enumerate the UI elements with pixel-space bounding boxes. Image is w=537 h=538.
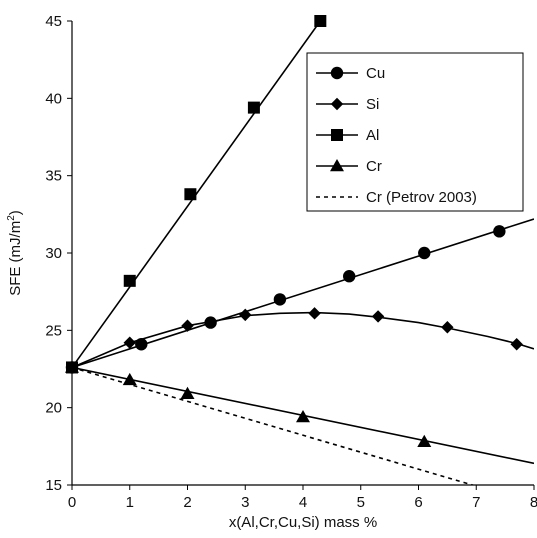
x-tick-label: 2 (183, 494, 191, 511)
y-tick-label: 35 (45, 168, 62, 185)
y-tick-label: 20 (45, 400, 62, 417)
plot-area (72, 21, 534, 485)
legend-label-cr: Cr (366, 158, 382, 175)
legend-label-cr-petrov-2003: Cr (Petrov 2003) (366, 189, 477, 206)
x-axis-label: x(Al,Cr,Cu,Si) mass % (229, 514, 377, 531)
data-point-si (123, 336, 136, 349)
data-point-cr (65, 360, 79, 373)
data-point-cu (493, 225, 506, 238)
y-axis-label-main: SFE (mJ/m (7, 221, 24, 296)
legend-label-cu: Cu (366, 65, 385, 82)
series-markers (65, 15, 523, 447)
data-point-cu (273, 293, 287, 306)
x-tick-label: 8 (530, 494, 537, 511)
legend-marker-si (330, 97, 344, 111)
x-tick-label: 0 (68, 494, 76, 511)
data-point-al (123, 274, 136, 287)
legend: Cu Si Al Cr Cr (Petrov 2003) (306, 52, 524, 212)
data-point-si (371, 310, 385, 323)
legend-marker-cu (330, 66, 344, 80)
y-tick-label: 40 (45, 90, 62, 107)
data-point-si (510, 338, 523, 351)
y-axis-label-sup: 2 (6, 215, 17, 221)
data-point-al (184, 188, 197, 201)
data-point-si (239, 308, 252, 322)
y-tick-label: 45 (45, 13, 62, 30)
x-tick-label: 6 (414, 494, 422, 511)
data-point-cr (122, 372, 137, 386)
legend-label-si: Si (366, 96, 379, 113)
data-point-cu (204, 316, 217, 329)
y-tick-label: 30 (45, 245, 62, 262)
data-point-cr (180, 386, 195, 399)
y-tick-label: 25 (45, 322, 62, 339)
data-point-si (308, 307, 321, 320)
data-point-al (314, 15, 327, 27)
x-tick-label: 4 (299, 494, 307, 511)
legend-label-al: Al (366, 127, 379, 144)
legend-marker-al (331, 129, 343, 141)
x-tick-label: 3 (241, 494, 249, 511)
data-point-cu (135, 338, 148, 351)
data-point-cu (343, 270, 356, 283)
y-axis-label: SFE (mJ/m2) (6, 210, 24, 296)
series-lines (72, 21, 534, 485)
x-tick-label: 7 (472, 494, 480, 511)
series-line-cu (72, 218, 534, 369)
data-point-cr (296, 409, 310, 423)
data-point-al (247, 101, 260, 114)
data-point-si (441, 321, 454, 334)
data-point-si (181, 319, 194, 332)
data-point-cr (417, 434, 432, 447)
x-tick-label: 5 (357, 494, 365, 511)
y-axis-label-end: ) (7, 210, 24, 215)
x-tick-label: 1 (126, 494, 134, 511)
series-line-cr-petrov-2003 (72, 366, 476, 485)
legend-marker-cr (330, 159, 344, 172)
y-tick-label: 15 (45, 477, 62, 494)
data-point-cu (418, 246, 431, 260)
